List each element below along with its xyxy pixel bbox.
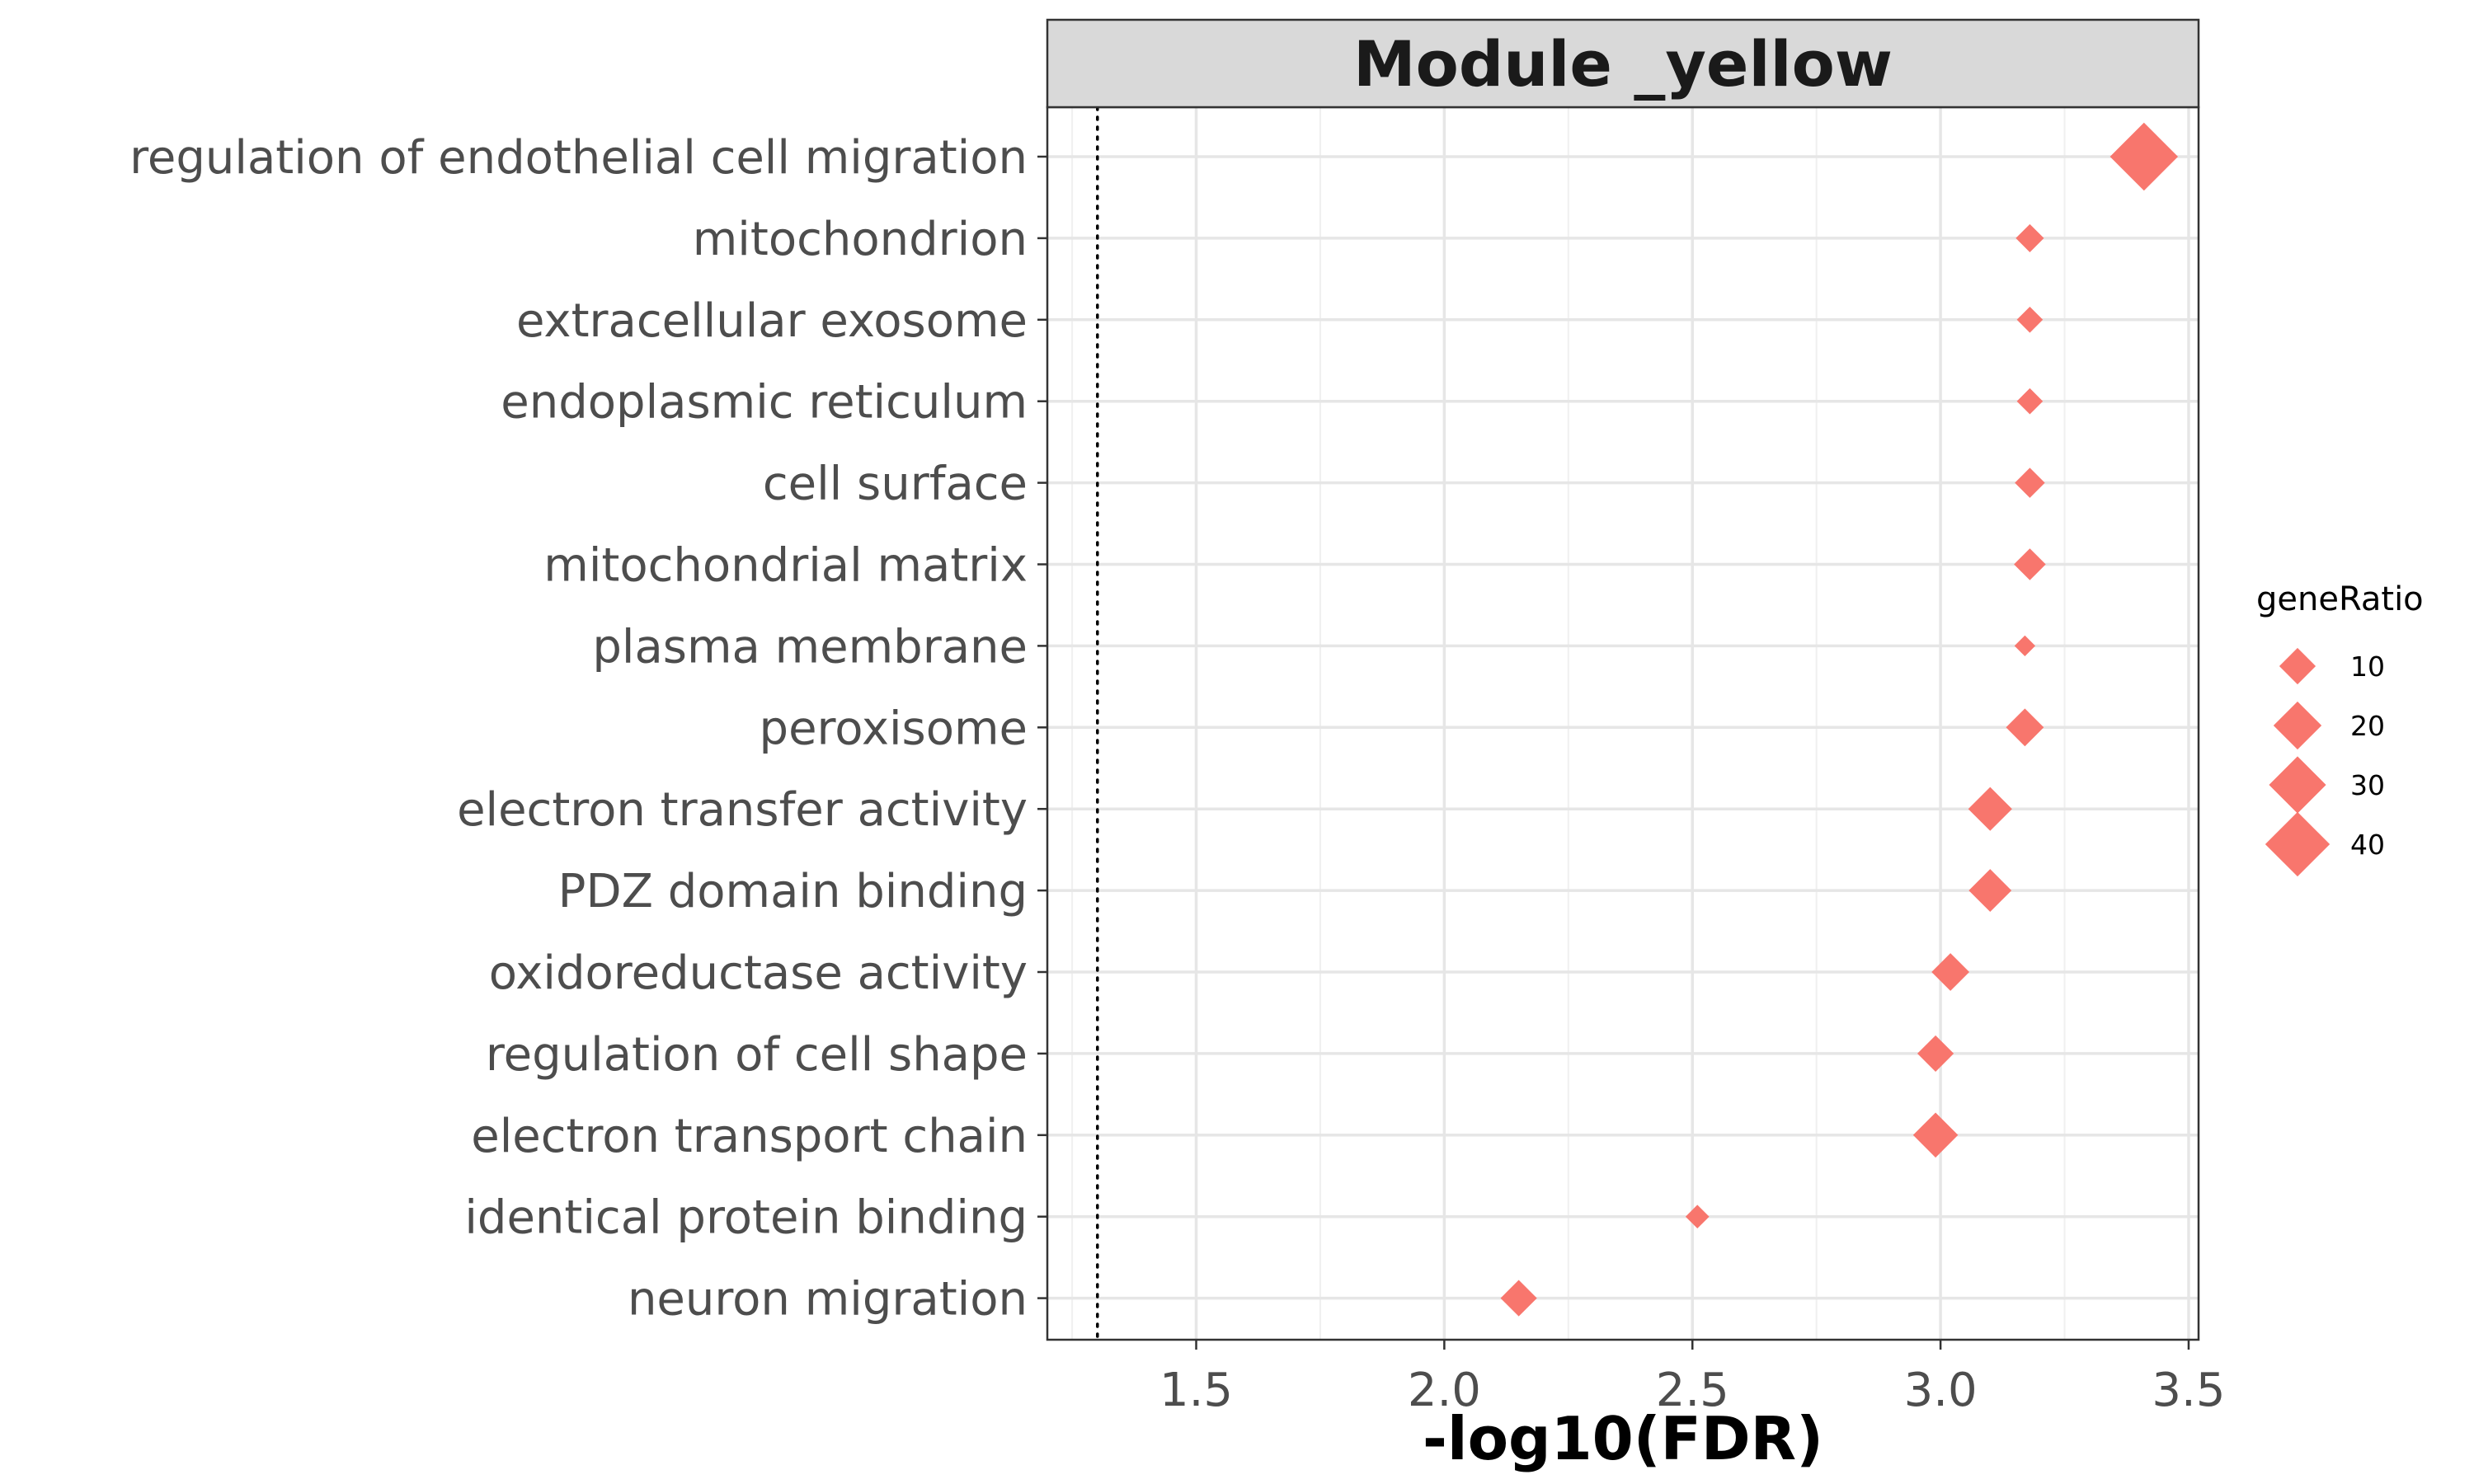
data-point: [2016, 307, 2044, 333]
legend-key: [2265, 811, 2331, 877]
legend-title: geneRatio: [2256, 580, 2424, 618]
x-axis: 1.5 2.0 2.5 3.0 3.5: [1159, 1340, 2225, 1417]
facet-strip: Module _yellow: [1046, 18, 2200, 109]
y-tick-label: electron transfer activity: [457, 783, 1028, 837]
y-tick-label: mitochondrial matrix: [543, 539, 1028, 593]
legend-label: 30: [2350, 769, 2385, 801]
data-point: [1917, 1035, 1954, 1072]
y-tick-label: regulation of cell shape: [486, 1028, 1028, 1082]
legend-key: [2269, 756, 2326, 814]
y-tick-label: identical protein binding: [464, 1191, 1028, 1245]
y-tick-label: PDZ domain binding: [558, 865, 1028, 918]
x-tick-label: 3.0: [1904, 1364, 1978, 1417]
data-point: [2014, 635, 2036, 657]
data-point: [2016, 387, 2044, 415]
data-point: [1500, 1280, 1537, 1317]
data-point: [1931, 953, 1970, 991]
data-point: [1968, 869, 2012, 913]
y-tick-label: cell surface: [763, 458, 1028, 511]
chart-title: Module _yellow: [1353, 27, 1893, 101]
data-point: [1912, 1112, 1959, 1158]
y-tick-label: regulation of endothelial cell migration: [129, 131, 1028, 185]
data-points: [1500, 122, 2179, 1317]
x-tick-label: 1.5: [1159, 1364, 1233, 1417]
y-tick-label: electron transport chain: [471, 1110, 1028, 1163]
y-tick-label: endoplasmic reticulum: [501, 376, 1028, 430]
x-tick-label: 3.5: [2152, 1364, 2225, 1417]
y-tick-label: mitochondrion: [693, 213, 1028, 266]
legend-label: 10: [2350, 650, 2385, 683]
data-point: [1968, 787, 2012, 831]
y-axis: regulation of endothelial cell migration…: [129, 131, 1047, 1327]
y-tick-label: peroxisome: [760, 702, 1028, 755]
legend: geneRatio 10 20 30 40: [2256, 580, 2424, 877]
x-axis-title: -log10(FDR): [1423, 1404, 1823, 1473]
data-point: [2006, 708, 2044, 747]
legend-key: [2273, 701, 2322, 750]
x-tick-label: 2.5: [1656, 1364, 1729, 1417]
legend-label: 20: [2350, 710, 2385, 742]
y-tick-label: plasma membrane: [592, 620, 1028, 674]
y-tick-label: extracellular exosome: [516, 294, 1028, 348]
data-point: [2015, 467, 2045, 498]
x-tick-label: 2.0: [1408, 1364, 1481, 1417]
data-point: [2109, 122, 2179, 191]
legend-label: 40: [2350, 829, 2385, 861]
data-point: [1685, 1205, 1710, 1229]
data-point: [2015, 223, 2044, 252]
legend-key: [2279, 647, 2316, 685]
y-tick-label: oxidoreductase activity: [489, 946, 1028, 1000]
data-point: [2014, 548, 2046, 580]
y-tick-label: neuron migration: [628, 1273, 1028, 1327]
